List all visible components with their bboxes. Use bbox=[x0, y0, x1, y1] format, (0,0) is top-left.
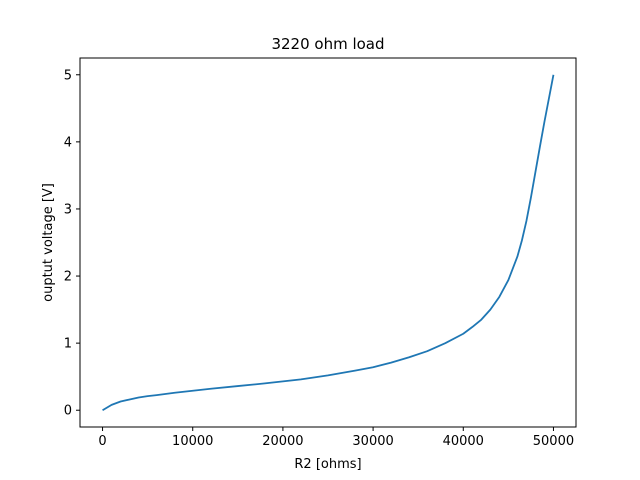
x-axis: 0 10000 20000 30000 40000 50000 bbox=[98, 427, 574, 449]
y-tick-label: 1 bbox=[64, 337, 72, 352]
x-axis-label: R2 [ohms] bbox=[294, 457, 361, 472]
x-tick-label: 10000 bbox=[172, 434, 213, 449]
y-axis-label: ouptut voltage [V] bbox=[41, 183, 56, 302]
y-tick-label: 3 bbox=[64, 202, 72, 217]
series-line-0 bbox=[102, 74, 555, 412]
y-tick-label: 2 bbox=[64, 270, 72, 285]
plot-area bbox=[102, 74, 555, 412]
x-tick-label: 30000 bbox=[352, 434, 393, 449]
plot-frame bbox=[79, 57, 577, 428]
y-tick-label: 4 bbox=[64, 135, 72, 150]
y-tick-label: 5 bbox=[64, 68, 72, 83]
chart-title: 3220 ohm load bbox=[271, 35, 384, 53]
y-axis: 0 1 2 3 4 5 bbox=[64, 68, 80, 419]
y-tick-label: 0 bbox=[64, 404, 72, 419]
x-tick-label: 50000 bbox=[533, 434, 574, 449]
x-tick-label: 0 bbox=[98, 434, 106, 449]
x-tick-label: 20000 bbox=[262, 434, 303, 449]
x-tick-label: 40000 bbox=[443, 434, 484, 449]
